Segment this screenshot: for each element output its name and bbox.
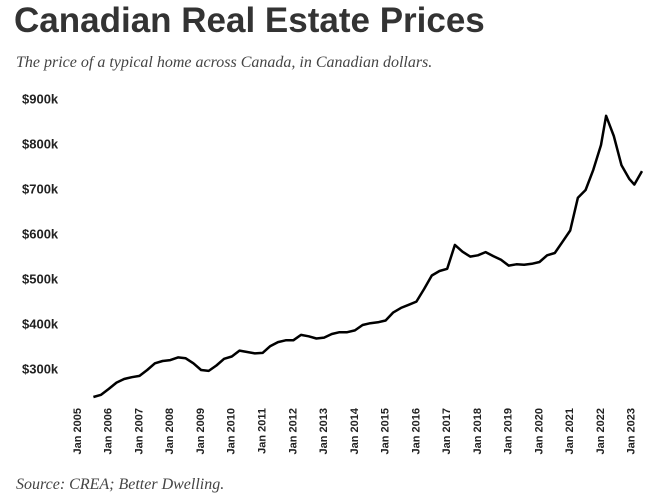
- x-tick-label: Jan 2020: [533, 408, 545, 454]
- x-tick-label: Jan 2023: [626, 408, 638, 454]
- x-tick-label: Jan 2014: [349, 407, 361, 454]
- x-tick-label: Jan 2015: [380, 408, 392, 454]
- y-tick-label: $600k: [22, 226, 59, 241]
- x-tick-label: Jan 2006: [103, 408, 115, 454]
- x-tick-label: Jan 2022: [595, 408, 607, 454]
- x-tick-label: Jan 2011: [256, 408, 268, 454]
- y-tick-label: $800k: [22, 136, 59, 151]
- x-tick-label: Jan 2009: [195, 408, 207, 454]
- x-tick-label: Jan 2018: [472, 408, 484, 454]
- y-tick-label: $300k: [22, 361, 59, 376]
- x-tick-label: Jan 2013: [318, 408, 330, 454]
- line-series: [93, 114, 644, 399]
- x-tick-label: Jan 2010: [226, 408, 238, 454]
- y-tick-label: $700k: [22, 181, 59, 196]
- x-tick-label: Jan 2016: [410, 408, 422, 454]
- y-tick-label: $500k: [22, 271, 59, 286]
- y-tick-label: $900k: [22, 91, 59, 106]
- source: Source: CREA; Better Dwelling.: [16, 476, 224, 493]
- x-tick-label: Jan 2007: [133, 408, 145, 454]
- x-tick-label: Jan 2019: [503, 408, 515, 454]
- chart-subtitle: The price of a typical home across Canad…: [16, 54, 432, 71]
- x-tick-label: Jan 2021: [564, 408, 576, 454]
- x-tick-label: Jan 2008: [164, 408, 176, 454]
- chart-title: Canadian Real Estate Prices: [14, 1, 485, 40]
- y-tick-label: $400k: [22, 316, 59, 331]
- x-tick-label: Jan 2005: [72, 408, 84, 454]
- x-tick-label: Jan 2012: [287, 408, 299, 454]
- x-tick-label: Jan 2017: [441, 408, 453, 454]
